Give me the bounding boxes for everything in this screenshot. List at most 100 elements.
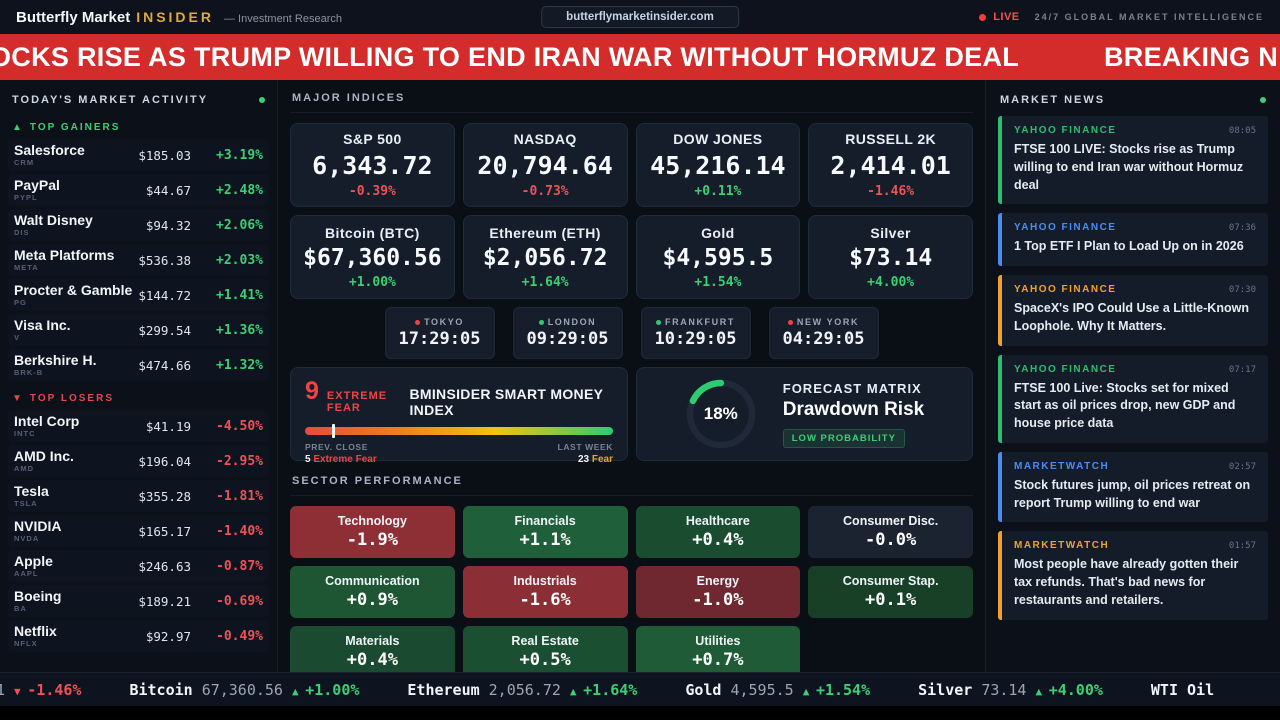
- breaking-badge: BREAKING N: [1103, 41, 1278, 72]
- stock-row[interactable]: Intel Corp INTC $41.19 -4.50%: [8, 410, 269, 442]
- live-cluster: LIVE 24/7 GLOBAL MARKET INTELLIGENCE: [979, 11, 1264, 23]
- news-time: 02:57: [1228, 461, 1256, 472]
- market-status-dot-icon: [415, 319, 421, 325]
- clock-city: LONDON: [547, 317, 597, 327]
- site-url-pill[interactable]: butterflymarketinsider.com: [541, 6, 739, 28]
- sector-tile[interactable]: Technology -1.9%: [290, 506, 455, 558]
- index-card[interactable]: NASDAQ 20,794.64 -0.73%: [462, 123, 628, 207]
- index-name: RUSSELL 2K: [845, 131, 937, 147]
- stock-price: $189.21: [138, 593, 191, 609]
- stock-row[interactable]: Apple AAPL $246.63 -0.87%: [8, 550, 269, 582]
- stock-identity: NVIDIA NVDA: [14, 518, 138, 544]
- stock-row[interactable]: Walt Disney DIS $94.32 +2.06%: [8, 209, 269, 241]
- sector-change: +0.4%: [346, 650, 398, 670]
- stock-name: Visa Inc.: [14, 317, 71, 333]
- stock-name: Berkshire H.: [14, 352, 97, 368]
- clock-city-row: LONDON: [538, 317, 597, 327]
- sector-name: Industrials: [513, 574, 577, 588]
- sector-tile[interactable]: Communication +0.9%: [290, 566, 455, 618]
- news-item[interactable]: YAHOO FINANCE 07:30 SpaceX's IPO Could U…: [998, 275, 1268, 346]
- stock-change: +1.36%: [216, 322, 263, 338]
- stock-row[interactable]: Meta Platforms META $536.38 +2.03%: [8, 244, 269, 276]
- news-item[interactable]: MARKETWATCH 02:57 Stock futures jump, oi…: [998, 451, 1268, 523]
- clock-card: NEW YORK 04:29:05: [768, 307, 879, 359]
- sector-change: -1.6%: [519, 590, 571, 610]
- sector-tile[interactable]: Real Estate +0.5%: [462, 626, 628, 672]
- tagline: 24/7 GLOBAL MARKET INTELLIGENCE: [1034, 12, 1264, 22]
- stock-row[interactable]: AMD Inc. AMD $196.04 -2.95%: [8, 445, 269, 477]
- stock-ticker: NFLX: [14, 639, 38, 648]
- ticker-price: 2,056.72: [488, 680, 561, 699]
- stock-change: -0.49%: [216, 628, 263, 644]
- clock-card: LONDON 09:29:05: [512, 307, 623, 359]
- up-triangle-icon: ▲: [12, 122, 24, 133]
- ticker-item: WTI Oil: [1151, 681, 1214, 699]
- stock-identity: Apple AAPL: [14, 554, 138, 579]
- stock-ticker: CRM: [14, 158, 35, 167]
- bottom-ticker[interactable]: 1 -1.46% Bitcoin 67,360.56 +1.00% Ethere…: [0, 672, 1280, 706]
- stock-name: Salesforce: [14, 142, 85, 158]
- stock-name: Boeing: [14, 588, 62, 604]
- asset-change: +1.54%: [694, 274, 742, 290]
- index-card[interactable]: S&P 500 6,343.72 -0.39%: [290, 123, 455, 207]
- ticker-track: 1 -1.46% Bitcoin 67,360.56 +1.00% Ethere…: [0, 681, 1214, 699]
- live-label: LIVE: [993, 11, 1020, 23]
- asset-card[interactable]: Bitcoin (BTC) $67,360.56 +1.00%: [290, 215, 455, 299]
- sector-change: -1.0%: [692, 590, 744, 610]
- sector-tile[interactable]: Industrials -1.6%: [462, 566, 628, 618]
- fear-gauge-marker[interactable]: [331, 424, 335, 438]
- news-time: 07:36: [1228, 223, 1256, 234]
- stock-price: $185.03: [138, 147, 191, 163]
- index-card[interactable]: RUSSELL 2K 2,414.01 -1.46%: [808, 123, 973, 207]
- sector-name: Financials: [514, 514, 576, 528]
- clock-time: 09:29:05: [526, 329, 609, 349]
- stock-row[interactable]: Berkshire H. BRK-B $474.66 +1.32%: [8, 349, 269, 381]
- news-item[interactable]: MARKETWATCH 01:57 Most people have alrea…: [998, 531, 1268, 620]
- sector-tile[interactable]: Materials +0.4%: [290, 626, 455, 672]
- stock-row[interactable]: PayPal PYPL $44.67 +2.48%: [8, 174, 269, 206]
- ticker-item: Silver 73.14 +4.00%: [918, 681, 1103, 699]
- index-card[interactable]: DOW JONES 45,216.14 +0.11%: [635, 123, 801, 207]
- stock-row[interactable]: Boeing BA $189.21 -0.69%: [8, 585, 269, 617]
- stock-row[interactable]: Salesforce CRM $185.03 +3.19%: [8, 139, 269, 171]
- news-item[interactable]: YAHOO FINANCE 07:36 1 Top ETF I Plan to …: [998, 213, 1268, 266]
- asset-card[interactable]: Ethereum (ETH) $2,056.72 +1.64%: [462, 215, 628, 299]
- stock-row[interactable]: Tesla TSLA $355.28 -1.81%: [8, 480, 269, 512]
- clock-city: TOKYO: [424, 317, 464, 327]
- ticker-change: -1.46%: [14, 681, 81, 699]
- sector-name: Technology: [337, 514, 407, 528]
- sector-tile[interactable]: Energy -1.0%: [635, 566, 801, 618]
- asset-card[interactable]: Silver $73.14 +4.00%: [808, 215, 973, 299]
- gainers-list: Salesforce CRM $185.03 +3.19% PayPal PYP…: [0, 139, 277, 381]
- main-content: TODAY'S MARKET ACTIVITY ▲ TOP GAINERS Sa…: [0, 80, 1280, 672]
- news-item[interactable]: YAHOO FINANCE 07:17 FTSE 100 Live: Stock…: [998, 354, 1268, 443]
- sector-tile[interactable]: Healthcare +0.4%: [635, 506, 801, 558]
- sector-change: -1.9%: [346, 530, 398, 550]
- top-bar: Butterfly Market INSIDER — Investment Re…: [0, 0, 1280, 34]
- sector-tile[interactable]: Consumer Disc. -0.0%: [808, 506, 973, 558]
- stock-identity: Tesla TSLA: [14, 484, 138, 509]
- stock-identity: Meta Platforms META: [14, 248, 138, 273]
- stock-name: PayPal: [14, 177, 60, 193]
- news-source: YAHOO FINANCE: [1014, 125, 1117, 136]
- sector-tile[interactable]: Consumer Stap. +0.1%: [808, 566, 973, 618]
- sector-change: +0.9%: [346, 590, 398, 610]
- news-headline: SpaceX's IPO Could Use a Little-Known Lo…: [1014, 301, 1249, 333]
- news-item[interactable]: YAHOO FINANCE 08:05 FTSE 100 LIVE: Stock…: [998, 116, 1268, 205]
- asset-card[interactable]: Gold $4,595.5 +1.54%: [635, 215, 801, 299]
- stock-row[interactable]: NVIDIA NVDA $165.17 -1.40%: [8, 515, 269, 547]
- stock-change: -4.50%: [216, 418, 263, 434]
- clock-city: FRANKFURT: [665, 317, 735, 327]
- last-week-text: Fear: [591, 454, 613, 465]
- stock-row[interactable]: Procter & Gamble PG $144.72 +1.41%: [8, 279, 269, 311]
- sector-tile[interactable]: Utilities +0.7%: [635, 626, 801, 672]
- asset-value: $2,056.72: [482, 244, 608, 271]
- stock-row[interactable]: Visa Inc. V $299.54 +1.36%: [8, 314, 269, 346]
- stock-name: NVIDIA: [14, 518, 62, 534]
- stock-row[interactable]: Netflix NFLX $92.97 -0.49%: [8, 620, 269, 652]
- ticker-item: Gold 4,595.5 +1.54%: [685, 681, 870, 699]
- stock-price: $474.66: [138, 357, 191, 373]
- sector-change: -0.0%: [865, 530, 917, 550]
- ticker-item: Bitcoin 67,360.56 +1.00%: [129, 681, 359, 699]
- sector-tile[interactable]: Financials +1.1%: [462, 506, 628, 558]
